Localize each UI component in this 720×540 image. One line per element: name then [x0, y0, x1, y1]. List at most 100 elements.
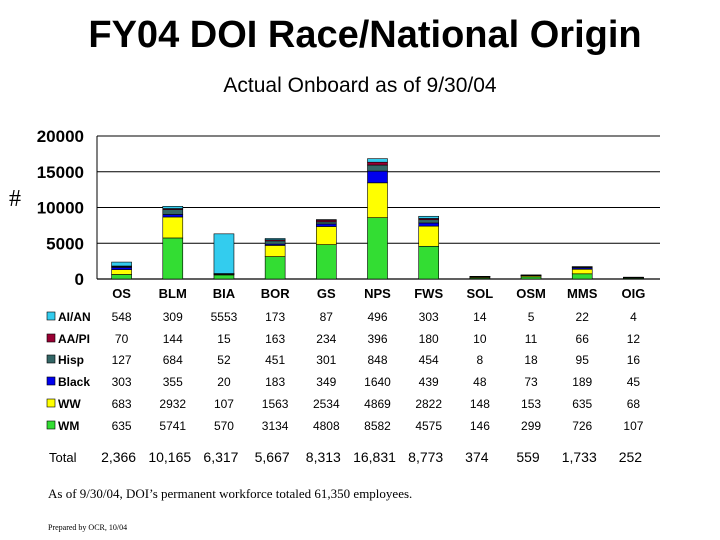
table-cell: 153	[521, 397, 541, 411]
table-cell: 87	[320, 310, 334, 324]
y-tick-label: 15000	[37, 163, 84, 182]
table-cell: 496	[367, 310, 387, 324]
bar-segment-wm-blm	[162, 237, 184, 280]
y-tick-label: 0	[75, 270, 84, 289]
table-cell: 4808	[313, 419, 340, 433]
bar-segment-ai-an-sol	[469, 276, 491, 278]
table-cell: 355	[163, 375, 183, 389]
bar-segment-ai-an-os	[111, 261, 132, 267]
x-tick-label: OS	[112, 286, 131, 301]
table-cell: 548	[112, 310, 132, 324]
bar-segment-hisp-fws	[418, 219, 439, 224]
total-value: 252	[619, 449, 643, 465]
bar-segment-black-fws	[418, 222, 439, 227]
table-cell: 183	[265, 375, 285, 389]
bar-segment-black-gs	[316, 223, 337, 227]
table-cell: 11	[525, 332, 538, 346]
table-cell: 396	[367, 332, 387, 346]
legend-label: WM	[58, 419, 79, 433]
table-cell: 70	[115, 332, 129, 346]
bar-segment-ai-an-oig	[623, 276, 644, 278]
table-cell: 163	[265, 332, 285, 346]
table-cell: 726	[572, 419, 592, 433]
table-cell: 95	[576, 353, 590, 367]
total-value: 16,831	[353, 449, 396, 465]
total-value: 374	[465, 449, 489, 465]
table-cell: 451	[265, 353, 285, 367]
table-cell: 146	[470, 419, 490, 433]
bar-segment-hisp-bor	[264, 240, 286, 245]
bar-segment-ww-blm	[162, 216, 184, 239]
table-cell: 180	[419, 332, 439, 346]
table-cell: 4575	[415, 419, 442, 433]
table-cell: 303	[419, 310, 439, 324]
table-cell: 127	[112, 353, 132, 367]
bar-segment-black-blm	[162, 214, 184, 218]
page-title: FY04 DOI Race/National Origin	[88, 14, 642, 56]
table-cell: 5553	[211, 310, 238, 324]
total-value: 8,313	[306, 449, 341, 465]
bar-segment-ai-an-mms	[571, 266, 593, 268]
bar-segment-ai-an-fws	[418, 215, 439, 219]
table-cell: 349	[316, 375, 336, 389]
table-cell: 48	[473, 375, 487, 389]
bar-segment-ww-mms	[571, 268, 593, 275]
table-cell: 22	[576, 310, 590, 324]
bar-segment-wm-gs	[316, 244, 337, 280]
table-cell: 107	[214, 397, 234, 411]
table-cell: 299	[521, 419, 541, 433]
x-tick-label: BLM	[159, 286, 187, 301]
bar-segment-ww-bor	[264, 245, 286, 257]
table-cell: 635	[572, 397, 592, 411]
table-cell: 439	[419, 375, 439, 389]
table-cell: 309	[163, 310, 183, 324]
bar-segment-ai-an-blm	[162, 206, 184, 209]
table-cell: 15	[217, 332, 231, 346]
table-cell: 1640	[364, 375, 391, 389]
total-value: 6,317	[203, 449, 238, 465]
total-value: 10,165	[148, 449, 191, 465]
legend-label: WW	[58, 397, 81, 411]
x-tick-label: BIA	[213, 286, 236, 301]
table-cell: 144	[163, 332, 183, 346]
table-cell: 52	[217, 353, 231, 367]
prepared-by-note: Prepared by OCR, 10/04	[48, 523, 128, 532]
table-cell: 10	[473, 332, 487, 346]
table-cell: 8582	[364, 419, 391, 433]
x-tick-label: OIG	[621, 286, 645, 301]
total-value: 8,773	[408, 449, 443, 465]
table-cell: 234	[316, 332, 336, 346]
table-cell: 570	[214, 419, 234, 433]
table-cell: 1563	[262, 397, 289, 411]
table-cell: 16	[627, 353, 641, 367]
table-cell: 5	[528, 310, 535, 324]
x-tick-label: GS	[317, 286, 336, 301]
x-tick-label: SOL	[466, 286, 493, 301]
table-cell: 12	[627, 332, 641, 346]
bar-segment-wm-nps	[367, 217, 388, 280]
bar-segment-black-os	[111, 267, 132, 270]
legend-label: Hisp	[58, 353, 84, 367]
bar-segment-ww-fws	[418, 225, 439, 247]
table-cell: 848	[367, 353, 387, 367]
y-tick-label: 5000	[46, 234, 84, 253]
table-cell: 20	[217, 375, 231, 389]
table-cell: 107	[623, 419, 643, 433]
total-value: 1,733	[562, 449, 597, 465]
bar-segment-wm-bia	[213, 274, 235, 280]
table-cell: 3134	[262, 419, 289, 433]
table-cell: 2932	[159, 397, 186, 411]
bar-segment-ai-an-bor	[264, 238, 286, 241]
table-cell: 45	[627, 375, 641, 389]
table-cell: 189	[572, 375, 592, 389]
legend-swatch	[46, 420, 56, 430]
legend-label: AI/AN	[58, 310, 91, 324]
bar-segment-ai-an-bia	[213, 233, 235, 274]
legend-swatch	[46, 311, 56, 321]
x-tick-label: FWS	[414, 286, 443, 301]
table-cell: 635	[112, 419, 132, 433]
legend-label: AA/PI	[58, 332, 90, 346]
y-tick-label: 10000	[37, 199, 84, 218]
table-cell: 4	[630, 310, 637, 324]
